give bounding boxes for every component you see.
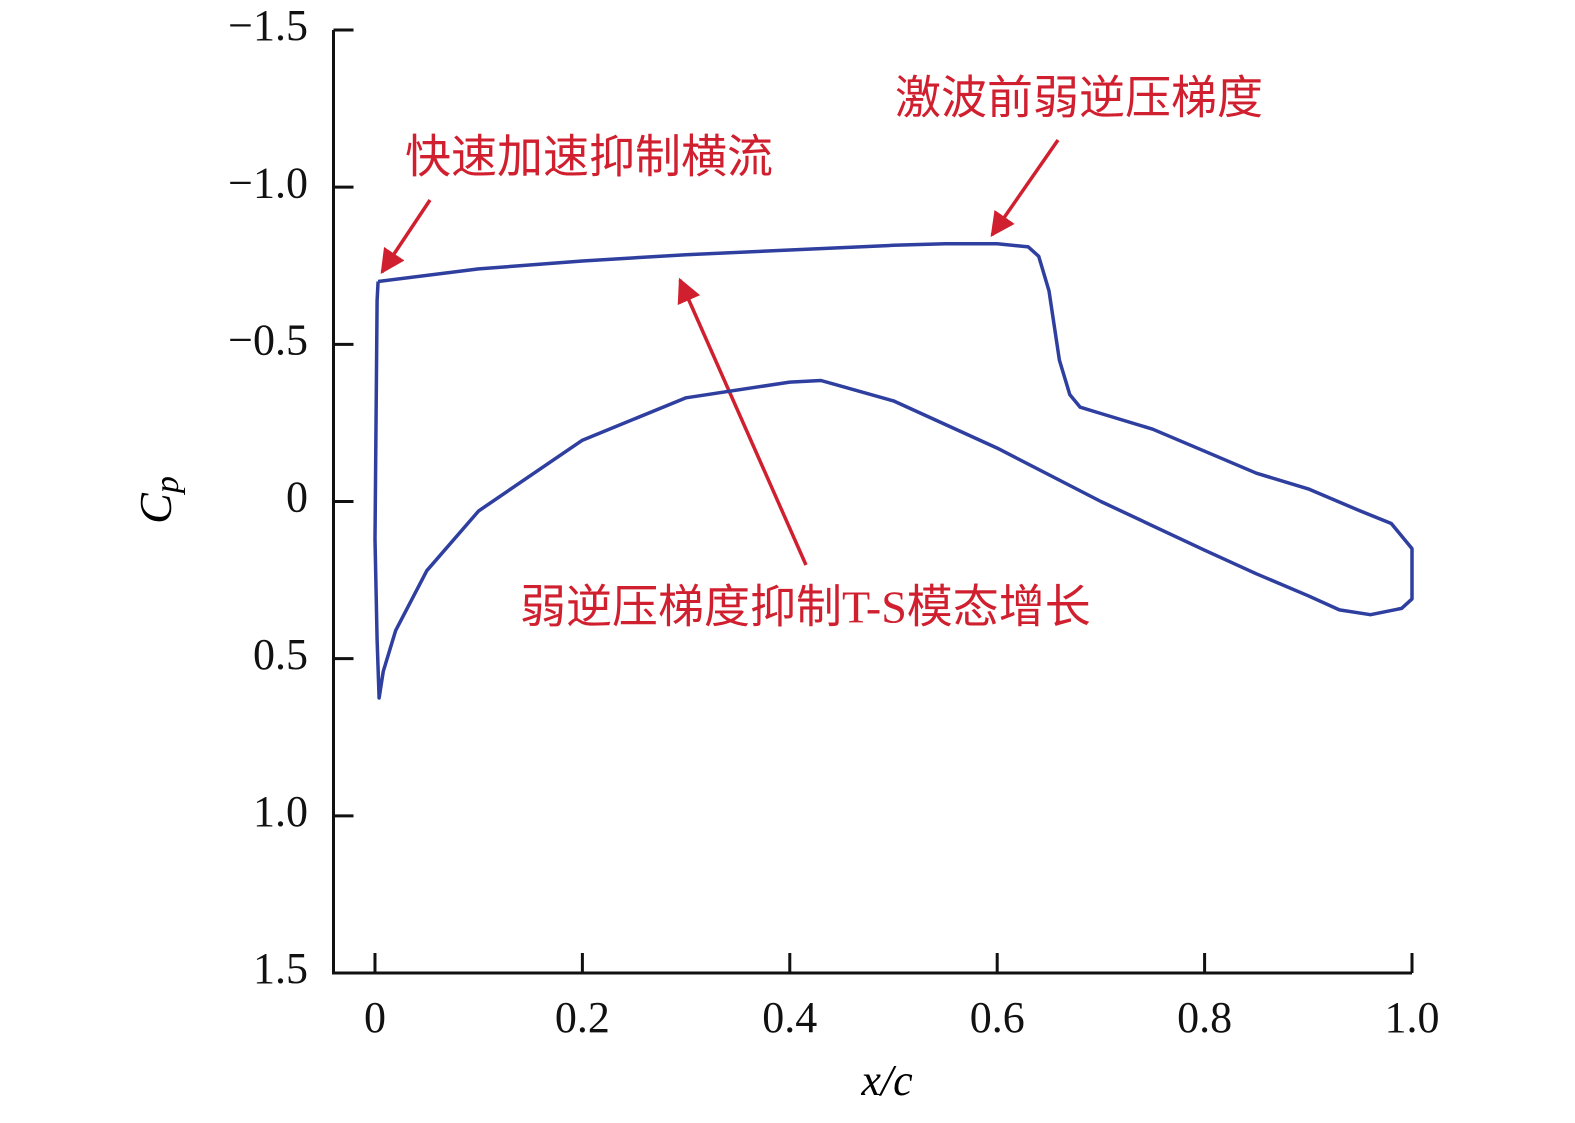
y-tick-label: −1.5 bbox=[228, 1, 308, 50]
x-tick-label: 0.4 bbox=[762, 993, 817, 1042]
y-tick-label: −1.0 bbox=[228, 158, 308, 207]
x-tick-label: 0 bbox=[364, 993, 386, 1042]
y-tick-label: 1.5 bbox=[253, 944, 308, 993]
x-axis-label: x/c bbox=[860, 1056, 913, 1105]
arrow bbox=[380, 199, 432, 275]
annotation: 弱逆压梯度抑制T-S模态增长 bbox=[520, 582, 1091, 633]
arrow bbox=[990, 139, 1060, 238]
x-tick-label: 0.6 bbox=[970, 993, 1025, 1042]
y-tick-label: 1.0 bbox=[253, 787, 308, 836]
y-axis-label: Cp bbox=[130, 476, 186, 524]
arrow bbox=[677, 277, 808, 566]
x-tick-label: 0.8 bbox=[1177, 993, 1232, 1042]
annotation: 快速加速抑制横流 bbox=[405, 132, 773, 183]
x-tick-label: 0.2 bbox=[555, 993, 610, 1042]
y-label-sub: p bbox=[149, 476, 186, 495]
y-tick-label: 0.5 bbox=[253, 630, 308, 679]
y-label-main: C bbox=[130, 492, 181, 524]
data-line bbox=[373, 241, 1414, 700]
y-tick-label: 0 bbox=[286, 473, 308, 522]
annotation: 激波前弱逆压梯度 bbox=[895, 73, 1263, 124]
x-tick-label: 1.0 bbox=[1385, 993, 1440, 1042]
y-tick-label: −0.5 bbox=[228, 315, 308, 364]
